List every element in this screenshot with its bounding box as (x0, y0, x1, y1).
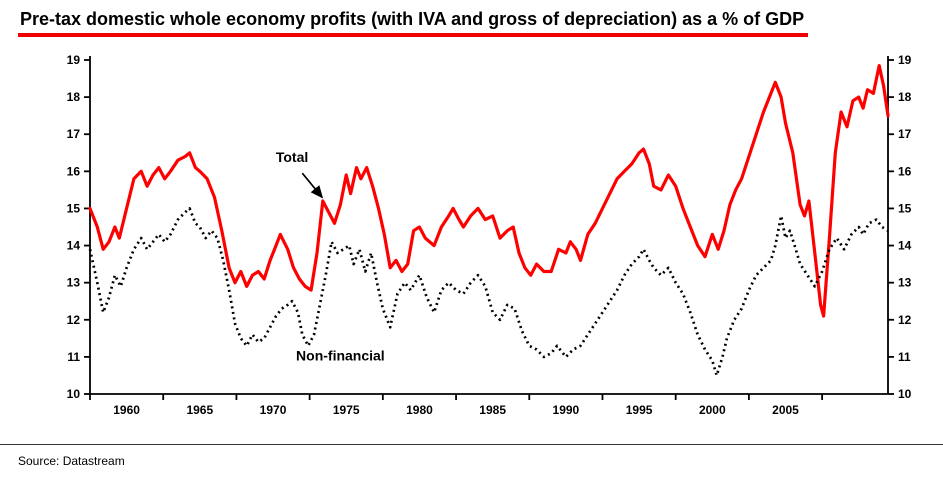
x-tick-label: 2000 (699, 403, 726, 417)
x-tick-label: 1970 (260, 403, 287, 417)
footer-divider (0, 444, 943, 445)
annotation-label-non-financial: Non-financial (296, 348, 385, 364)
y-tick-label-right: 15 (898, 201, 912, 215)
y-tick-label-right: 13 (898, 276, 912, 290)
y-tick-label-right: 14 (898, 239, 912, 253)
chart-area: 10 10 11 11 12 12 13 13 14 14 15 15 16 16 17 17 18 18 19 19… (0, 44, 943, 434)
y-tick-label-right: 16 (898, 164, 912, 178)
y-tick-label-left: 18 (67, 90, 81, 104)
x-tick-label: 1975 (333, 403, 360, 417)
x-tick-label: 1995 (626, 403, 653, 417)
y-tick-label-left: 14 (67, 239, 81, 253)
y-tick-label-left: 12 (67, 313, 81, 327)
x-tick-label: 1985 (479, 403, 506, 417)
y-tick-label-right: 12 (898, 313, 912, 327)
x-tick-label: 1965 (186, 403, 213, 417)
y-tick-label-left: 15 (67, 201, 81, 215)
y-tick-label-left: 10 (67, 387, 81, 401)
y-tick-label-left: 19 (67, 53, 81, 67)
y-tick-label-left: 16 (67, 164, 81, 178)
y-tick-label-left: 13 (67, 276, 81, 290)
source-label: Source: Datastream (18, 454, 125, 468)
series-non-financial (88, 207, 889, 377)
y-tick-label-right: 18 (898, 90, 912, 104)
footer: Source: Datastream (0, 444, 943, 468)
y-tick-label-left: 17 (67, 127, 81, 141)
title-wrap: Pre-tax domestic whole economy profits (… (0, 0, 943, 37)
y-tick-label-right: 19 (898, 53, 912, 67)
chart-title: Pre-tax domestic whole economy profits (… (18, 8, 809, 37)
x-tick-label: 1980 (406, 403, 433, 417)
profits-line-chart: 10 10 11 11 12 12 13 13 14 14 15 15 16 16 17 17 18 18 19 19… (67, 53, 912, 417)
x-tick-label: 2005 (772, 403, 799, 417)
series-total (88, 64, 890, 318)
annotation-label-total: Total (276, 149, 308, 165)
y-tick-label-right: 17 (898, 127, 912, 141)
y-tick-label-left: 11 (67, 350, 80, 364)
x-tick-label: 1960 (113, 403, 140, 417)
x-tick-label: 1990 (553, 403, 580, 417)
y-tick-label-right: 10 (898, 387, 912, 401)
y-tick-label-right: 11 (898, 350, 911, 364)
annotation-arrow-total (301, 172, 324, 199)
